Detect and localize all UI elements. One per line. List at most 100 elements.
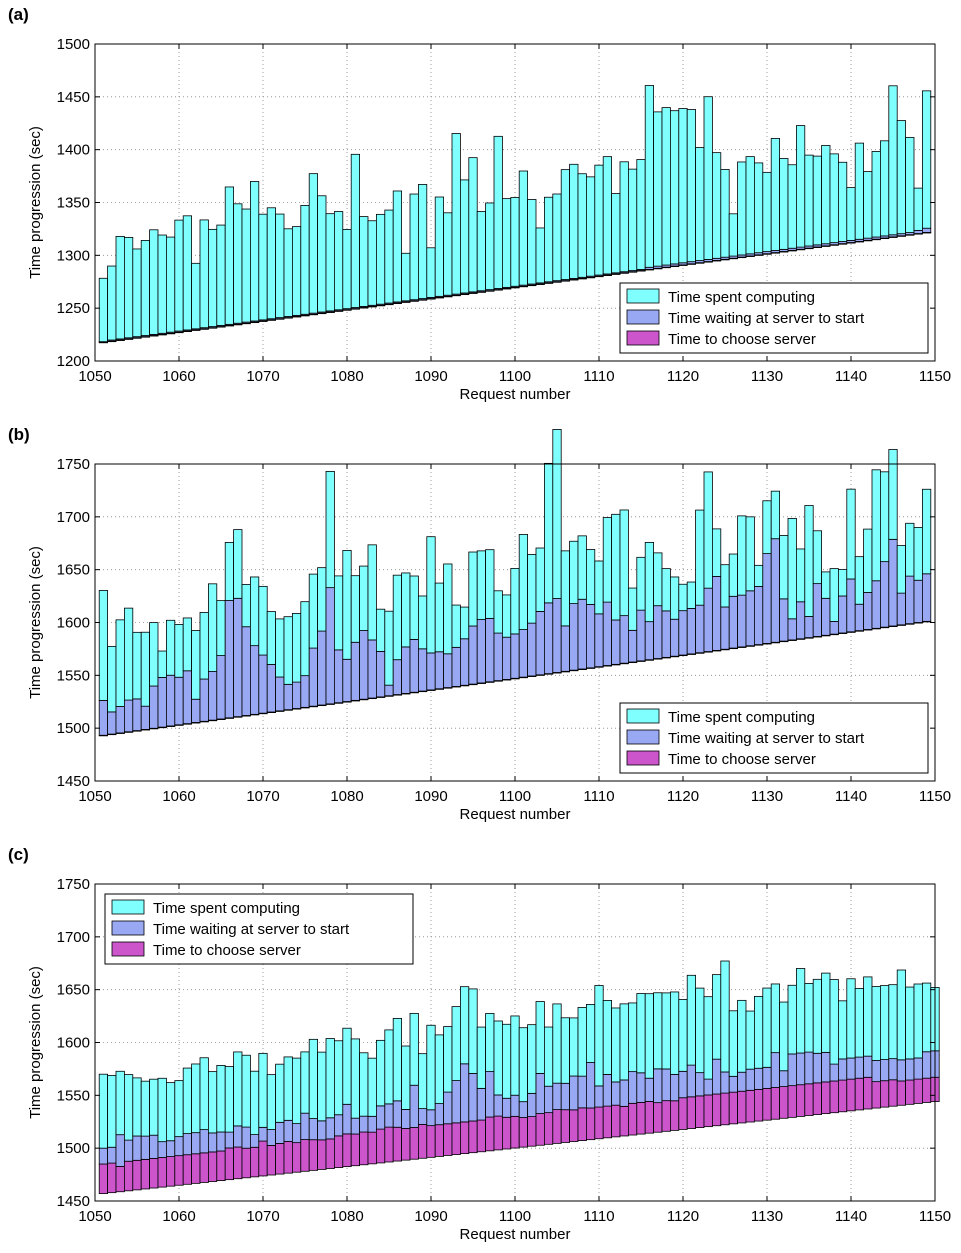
bar-computing — [241, 584, 251, 628]
bar-waiting — [443, 1091, 453, 1125]
bar-computing — [577, 1007, 587, 1077]
bar-computing — [594, 560, 604, 615]
bar-computing — [98, 1073, 108, 1149]
bar-choose-server — [594, 1106, 604, 1140]
bar-waiting — [333, 1114, 344, 1137]
bar-computing — [308, 173, 319, 314]
bar-computing — [586, 1004, 596, 1063]
bar-computing — [905, 522, 915, 577]
bar-computing — [317, 567, 327, 632]
bar-computing — [838, 161, 848, 242]
bar-choose-server — [468, 1120, 478, 1154]
bar-computing — [266, 611, 277, 665]
bar-waiting — [619, 615, 629, 664]
x-tick-label: 1060 — [162, 788, 195, 805]
bar-waiting — [199, 1129, 209, 1154]
bar-waiting — [863, 592, 873, 630]
bar-choose-server — [804, 1083, 814, 1116]
bar-waiting — [636, 609, 646, 662]
bar-waiting — [384, 684, 394, 697]
bar-computing — [569, 540, 579, 604]
legend-label: Time to choose server — [668, 751, 816, 768]
bar-computing — [375, 608, 386, 652]
bar-waiting — [317, 1120, 327, 1141]
bar-waiting — [367, 639, 377, 699]
x-tick-label: 1050 — [78, 368, 111, 385]
bar-choose-server — [317, 1139, 327, 1170]
bar-waiting — [594, 1085, 604, 1108]
bar-waiting — [157, 1141, 167, 1158]
bar-waiting — [224, 600, 234, 719]
x-tick-label: 1140 — [835, 788, 867, 805]
bar-choose-server — [712, 1093, 722, 1127]
x-tick-label: 1140 — [835, 368, 867, 385]
bar-computing — [922, 488, 932, 575]
bar-computing — [535, 547, 545, 612]
bar-waiting — [241, 626, 251, 716]
bar-computing — [401, 252, 411, 302]
bar-choose-server — [241, 1147, 251, 1179]
legend-box — [619, 702, 929, 774]
bar-waiting — [880, 561, 890, 628]
bar-waiting — [140, 705, 150, 730]
bar-computing — [459, 179, 470, 294]
bar-waiting — [426, 1109, 436, 1127]
bar-computing — [636, 993, 646, 1074]
bar-waiting — [409, 639, 419, 693]
bar-choose-server — [149, 1158, 159, 1189]
bar-computing — [216, 224, 226, 326]
bar-waiting — [695, 1072, 705, 1097]
bar-waiting — [283, 1119, 293, 1142]
bar-computing — [199, 219, 209, 329]
bar-computing — [409, 1012, 419, 1086]
bar-computing — [342, 229, 352, 310]
bar-computing — [871, 469, 881, 582]
bar-computing — [325, 1038, 335, 1119]
bar-choose-server — [510, 1115, 520, 1149]
bar-computing — [812, 530, 823, 585]
bar-computing — [367, 1057, 377, 1117]
x-tick-label: 1100 — [499, 788, 531, 805]
bar-waiting — [586, 1062, 596, 1109]
legend-label: Time waiting at server to start — [668, 310, 865, 327]
bar-computing — [619, 161, 629, 273]
bar-choose-server — [132, 1159, 142, 1191]
bar-waiting — [165, 674, 176, 727]
bar-computing — [602, 1000, 613, 1075]
bar-computing — [443, 212, 453, 296]
bar-computing — [468, 157, 478, 293]
bar-computing — [636, 556, 646, 611]
bar-waiting — [804, 616, 814, 639]
bar-computing — [174, 1080, 184, 1138]
bar-waiting — [476, 1087, 487, 1121]
x-tick-label: 1070 — [246, 368, 279, 385]
bar-waiting — [417, 1108, 428, 1125]
bar-computing — [300, 205, 310, 315]
bar-computing — [829, 979, 839, 1065]
bar-computing — [779, 535, 789, 600]
bar-waiting — [863, 1055, 873, 1078]
bar-waiting — [569, 603, 579, 671]
bar-choose-server — [275, 1143, 285, 1175]
bar-computing — [602, 517, 613, 603]
bar-waiting — [510, 633, 520, 679]
bar-waiting — [535, 1072, 545, 1114]
bar-choose-server — [443, 1123, 453, 1156]
bar-computing — [678, 999, 688, 1072]
bar-computing — [577, 173, 587, 278]
bar-computing — [384, 209, 394, 304]
bar-waiting — [913, 579, 923, 623]
bar-waiting — [98, 1147, 108, 1165]
bar-computing — [796, 548, 806, 603]
bar-computing — [409, 575, 419, 640]
bar-computing — [913, 187, 923, 231]
bar-waiting — [829, 1063, 839, 1082]
legend-swatch — [626, 288, 660, 304]
bar-computing — [98, 277, 108, 343]
bar-choose-server — [653, 1102, 663, 1133]
bar-computing — [611, 1007, 621, 1083]
bar-waiting — [367, 1115, 377, 1133]
bar-computing — [157, 234, 167, 334]
bar-computing — [258, 213, 268, 321]
